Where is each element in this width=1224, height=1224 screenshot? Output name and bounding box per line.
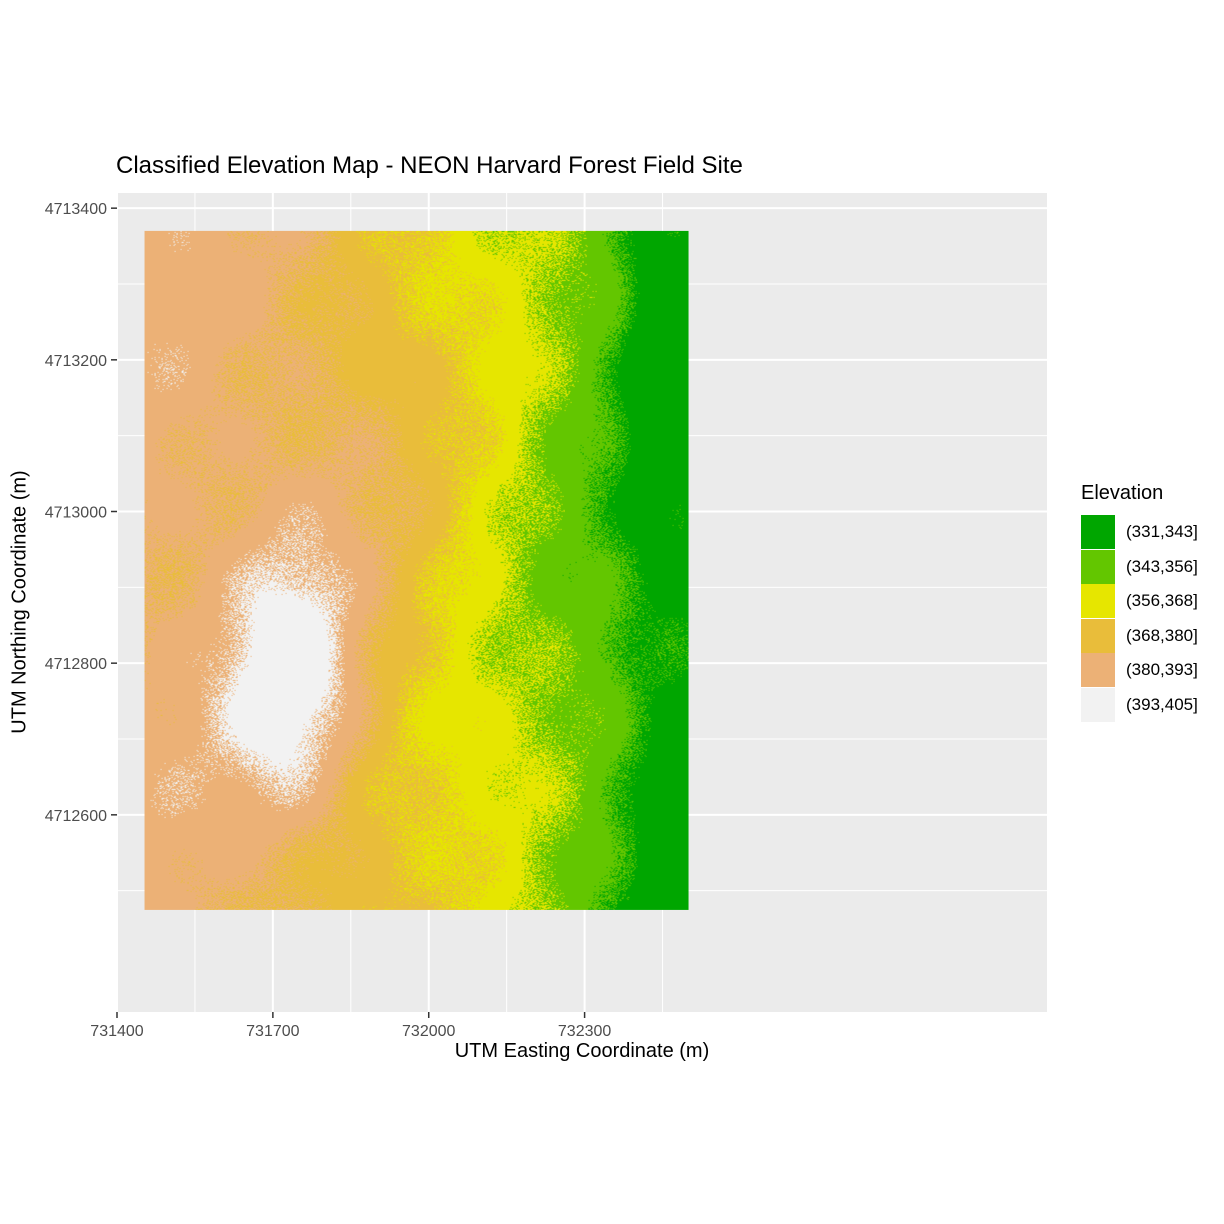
- legend-label: (393,405]: [1126, 694, 1198, 714]
- y-tick-label: 4713200: [45, 353, 107, 370]
- legend-label: (380,393]: [1126, 660, 1198, 679]
- legend-label: (331,343]: [1126, 522, 1198, 541]
- legend-swatch: [1081, 653, 1115, 687]
- legend-swatch: [1081, 687, 1115, 722]
- x-tick-label: 731400: [90, 1023, 143, 1040]
- x-tick-label: 731700: [246, 1023, 299, 1040]
- y-tick-label: 4713400: [45, 201, 107, 218]
- y-axis-label: UTM Northing Coordinate (m): [8, 470, 31, 734]
- legend-swatch: [1081, 584, 1115, 618]
- legend-swatch: [1081, 515, 1115, 549]
- legend-label: (343,356]: [1126, 556, 1198, 576]
- y-tick-label: 4713000: [45, 505, 107, 522]
- y-tick-label: 4712800: [45, 656, 107, 673]
- y-tick-label: 4712600: [45, 808, 107, 825]
- x-tick-label: 732300: [558, 1023, 611, 1040]
- legend-swatch: [1081, 549, 1115, 584]
- legend-swatch: [1081, 618, 1115, 653]
- legend-label: (356,368]: [1126, 591, 1198, 610]
- x-axis-label: UTM Easting Coordinate (m): [454, 1040, 710, 1062]
- legend-title: Elevation: [1081, 482, 1164, 504]
- elevation-raster: [144, 230, 689, 910]
- x-tick-label: 732000: [402, 1023, 455, 1040]
- chart-title: Classified Elevation Map - NEON Harvard …: [116, 152, 743, 179]
- legend-label: (368,380]: [1126, 625, 1198, 645]
